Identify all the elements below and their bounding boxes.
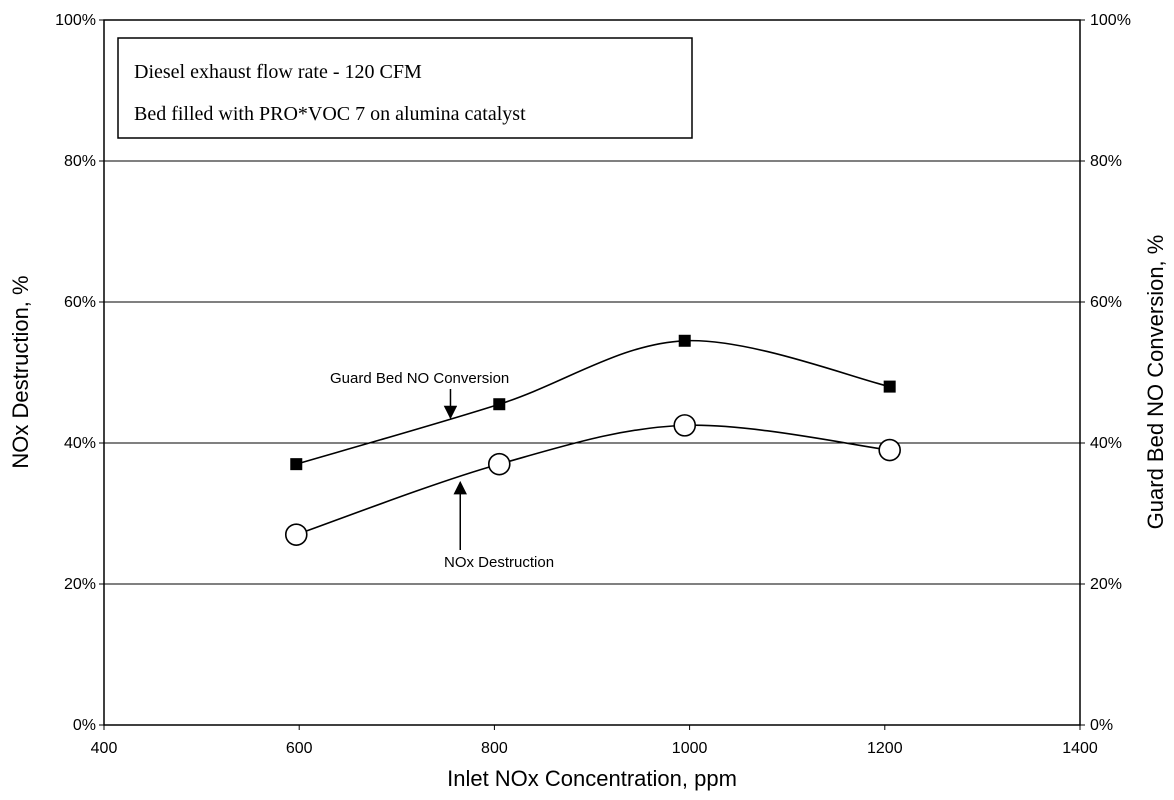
x-tick-label: 1400 xyxy=(1062,740,1098,757)
y2-axis-ticks: 0% 20% 40% 60% 80% 100% xyxy=(1080,12,1131,734)
y2-tick-label: 20% xyxy=(1090,576,1122,593)
callout-nox-destruction: NOx Destruction xyxy=(444,480,554,571)
series-curves xyxy=(296,339,890,536)
callout-nox-destruction-label: NOx Destruction xyxy=(444,554,554,571)
plot-area-frame xyxy=(103,19,1081,726)
y-tick-label: 20% xyxy=(64,576,96,593)
data-point-square xyxy=(678,334,691,347)
x-tick-label: 400 xyxy=(91,740,118,757)
x-axis-ticks: 400 600 800 1000 1200 1400 xyxy=(91,725,1098,757)
data-point-circle xyxy=(878,438,901,462)
series-line xyxy=(296,339,890,465)
y2-tick-label: 80% xyxy=(1090,153,1122,170)
series-line xyxy=(296,424,890,536)
y2-axis-title: Guard Bed NO Conversion, % xyxy=(1143,235,1168,530)
x-tick-label: 1000 xyxy=(672,740,708,757)
y2-tick-label: 100% xyxy=(1090,12,1131,29)
gridlines xyxy=(104,160,1080,585)
x-tick-label: 600 xyxy=(286,740,313,757)
annotation-line-1: Diesel exhaust flow rate - 120 CFM xyxy=(134,61,422,83)
annotation-box-frame xyxy=(117,37,693,139)
y-tick-label: 80% xyxy=(64,153,96,170)
annotation-box: Diesel exhaust flow rate - 120 CFM Bed f… xyxy=(117,37,693,139)
y-tick-label: 0% xyxy=(73,717,96,734)
y2-tick-label: 60% xyxy=(1090,294,1122,311)
data-point-circle xyxy=(284,523,308,546)
data-point-square xyxy=(290,458,303,471)
callout-guard-bed-label: Guard Bed NO Conversion xyxy=(330,370,509,387)
y-tick-label: 40% xyxy=(64,435,96,452)
x-tick-label: 800 xyxy=(481,740,508,757)
y-tick-label: 100% xyxy=(55,12,96,29)
y-axis-ticks: 0% 20% 40% 60% 80% 100% xyxy=(55,12,104,734)
y2-tick-label: 0% xyxy=(1090,717,1113,734)
data-point-square xyxy=(883,380,896,393)
data-point-square xyxy=(493,398,506,411)
series-markers xyxy=(284,334,901,546)
data-point-circle xyxy=(673,414,697,437)
y-tick-label: 60% xyxy=(64,294,96,311)
x-tick-label: 1200 xyxy=(867,740,903,757)
y2-tick-label: 40% xyxy=(1090,435,1122,452)
x-axis-title: Inlet NOx Concentration, ppm xyxy=(447,766,737,791)
data-point-circle xyxy=(487,452,511,476)
annotation-line-2: Bed filled with PRO*VOC 7 on alumina cat… xyxy=(134,103,526,125)
y-axis-title: NOx Destruction, % xyxy=(8,275,33,468)
callout-guard-bed: Guard Bed NO Conversion xyxy=(330,370,509,420)
